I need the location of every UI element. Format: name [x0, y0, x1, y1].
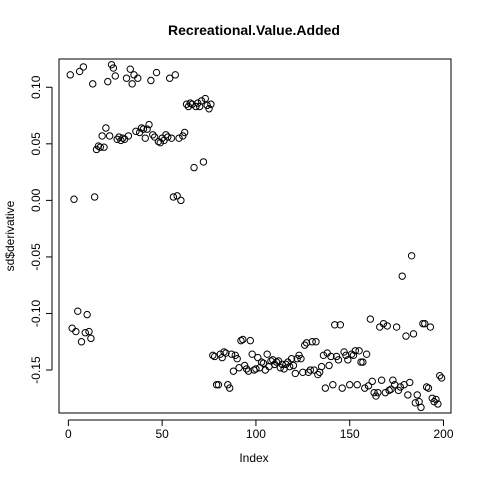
y-axis-label: sd$derivative — [3, 200, 17, 271]
x-tick-label: 50 — [155, 427, 169, 441]
data-point — [75, 308, 81, 314]
data-point — [322, 385, 328, 391]
data-point — [106, 133, 112, 139]
x-tick-label: 150 — [340, 427, 360, 441]
data-point — [418, 404, 424, 410]
data-point — [414, 392, 420, 398]
data-point — [129, 81, 135, 87]
data-point — [347, 382, 353, 388]
data-point — [425, 385, 431, 391]
data-point — [91, 194, 97, 200]
data-point — [339, 385, 345, 391]
data-point — [88, 335, 94, 341]
data-point — [112, 73, 118, 79]
data-point — [153, 69, 159, 75]
data-point — [326, 362, 332, 368]
data-point — [200, 159, 206, 165]
data-point — [403, 333, 409, 339]
y-tick-label: 0.05 — [29, 132, 43, 156]
data-point — [123, 75, 129, 81]
data-point — [172, 72, 178, 78]
data-point — [131, 72, 137, 78]
y-tick-label: 0.10 — [29, 75, 43, 99]
y-tick-label: -0.10 — [29, 299, 43, 327]
data-point — [408, 253, 414, 259]
data-point — [135, 75, 141, 81]
data-point — [264, 351, 270, 357]
data-point — [407, 379, 413, 385]
data-point — [86, 328, 92, 334]
data-point — [356, 348, 362, 354]
data-point — [78, 339, 84, 345]
data-point — [378, 377, 384, 383]
data-point — [290, 362, 296, 368]
chart-title: Recreational.Value.Added — [168, 22, 340, 38]
data-point — [363, 351, 369, 357]
data-point — [99, 133, 105, 139]
data-points — [67, 61, 445, 410]
data-point — [393, 324, 399, 330]
data-point — [67, 72, 73, 78]
data-point — [142, 135, 148, 141]
y-tick-label: 0.00 — [29, 188, 43, 212]
data-point — [80, 64, 86, 70]
data-point — [405, 392, 411, 398]
data-point — [69, 325, 75, 331]
data-point — [369, 378, 375, 384]
data-point — [125, 133, 131, 139]
data-point — [178, 197, 184, 203]
data-point — [71, 196, 77, 202]
data-point — [127, 66, 133, 72]
data-point — [262, 367, 268, 373]
data-point — [73, 328, 79, 334]
x-tick-label: 0 — [65, 427, 72, 441]
data-point — [168, 135, 174, 141]
y-tick-label: -0.15 — [29, 356, 43, 384]
data-point — [121, 136, 127, 142]
data-point — [318, 363, 324, 369]
x-tick-label: 100 — [246, 427, 266, 441]
data-point — [148, 77, 154, 83]
data-point — [367, 316, 373, 322]
x-axis-label: Index — [239, 451, 268, 465]
data-point — [330, 382, 336, 388]
data-point — [105, 78, 111, 84]
data-point — [90, 81, 96, 87]
data-point — [84, 311, 90, 317]
y-axis: -0.15 -0.10 -0.05 0.00 0.05 0.10 — [29, 75, 52, 383]
data-point — [247, 337, 253, 343]
data-point — [399, 273, 405, 279]
data-point — [313, 339, 319, 345]
data-point — [427, 324, 433, 330]
data-point — [103, 125, 109, 131]
x-tick-label: 200 — [433, 427, 453, 441]
data-point — [191, 164, 197, 170]
data-point — [292, 370, 298, 376]
x-axis: 0 50 100 150 200 — [65, 420, 454, 441]
data-point — [354, 382, 360, 388]
y-tick-label: -0.05 — [29, 243, 43, 271]
data-point — [240, 336, 246, 342]
data-point — [410, 331, 416, 337]
data-point — [377, 324, 383, 330]
